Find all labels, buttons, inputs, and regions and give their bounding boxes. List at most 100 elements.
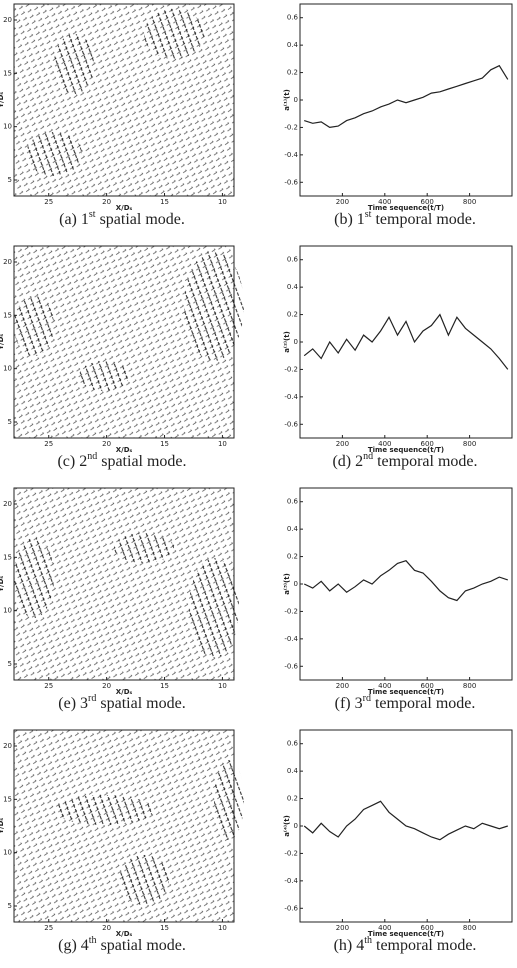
x-tick-label: 800 xyxy=(463,924,476,932)
x-tick-label: 10 xyxy=(218,924,227,932)
y-tick-label: 20 xyxy=(3,16,12,24)
caption-text: spatial mode. xyxy=(97,453,186,470)
y-axis-label: Y/Dₛ xyxy=(0,818,5,835)
y-tick-label: -0.2 xyxy=(284,123,298,131)
x-tick-label: 200 xyxy=(336,682,349,690)
y-tick-label: 10 xyxy=(3,123,12,131)
series-line xyxy=(303,313,509,370)
caption: (g) 4th spatial mode. xyxy=(58,935,186,954)
caption-sup: st xyxy=(365,209,372,220)
caption-sup: nd xyxy=(363,451,373,462)
x-tick-label: 15 xyxy=(160,440,169,448)
x-tick-label: 10 xyxy=(218,440,227,448)
y-tick-label: -0.2 xyxy=(284,849,298,857)
x-tick-label: 15 xyxy=(160,924,169,932)
y-tick-label: -0.4 xyxy=(284,393,298,401)
y-tick-label: 0.4 xyxy=(287,767,299,775)
vector-cluster xyxy=(79,361,129,391)
y-tick-label: 20 xyxy=(3,500,12,508)
series-line xyxy=(303,560,508,602)
y-tick-label: 10 xyxy=(3,607,12,615)
x-tick-label: 20 xyxy=(102,198,111,206)
caption: (f) 3rd temporal mode. xyxy=(335,693,476,712)
caption-sup: rd xyxy=(363,693,371,704)
vector-cluster xyxy=(144,9,204,59)
plot-frame xyxy=(299,245,513,439)
y-tick-label: 0 xyxy=(294,580,298,588)
caption-text: temporal mode. xyxy=(373,453,477,470)
caption: (h) 4th temporal mode. xyxy=(334,935,477,954)
x-tick-label: 10 xyxy=(218,198,227,206)
caption: (e) 3rd spatial mode. xyxy=(58,693,185,712)
caption: (d) 2nd temporal mode. xyxy=(332,451,477,470)
y-tick-label: 0.2 xyxy=(287,311,298,319)
y-tick-label: 0.4 xyxy=(287,283,299,291)
y-tick-label: 0.4 xyxy=(287,41,299,49)
x-tick-label: 20 xyxy=(102,924,111,932)
caption-text: temporal mode. xyxy=(371,211,475,228)
x-tick-label: 15 xyxy=(160,198,169,206)
series-line xyxy=(304,64,509,129)
y-tick-label: -0.4 xyxy=(284,635,298,643)
y-tick-label: -0.6 xyxy=(284,904,298,912)
x-tick-label: 20 xyxy=(102,682,111,690)
y-tick-label: 5 xyxy=(8,660,12,668)
x-tick-label: 400 xyxy=(378,924,391,932)
plot-frame xyxy=(299,3,513,197)
x-tick-label: 400 xyxy=(378,198,391,206)
caption-text: (c) 2 xyxy=(57,453,87,470)
y-axis-label: Y/Dₛ xyxy=(0,92,5,109)
x-tick-label: 200 xyxy=(336,440,349,448)
y-tick-label: -0.4 xyxy=(284,151,298,159)
x-tick-label: 600 xyxy=(421,440,434,448)
caption-sup: th xyxy=(364,935,372,946)
y-tick-label: 15 xyxy=(3,311,12,319)
y-axis-label: a⁽³⁾(t) xyxy=(283,573,291,595)
x-axis-label: Time sequence(t/T) xyxy=(368,446,444,454)
y-tick-label: 0.2 xyxy=(287,69,298,77)
y-tick-label: 0 xyxy=(294,96,298,104)
x-axis-label: X/Dₛ xyxy=(116,930,133,938)
y-tick-label: 0.2 xyxy=(287,553,298,561)
caption-sup: st xyxy=(89,209,96,220)
x-axis-label: Time sequence(t/T) xyxy=(368,204,444,212)
x-tick-label: 200 xyxy=(336,198,349,206)
caption-text: (a) 1 xyxy=(59,211,89,228)
caption: (a) 1st spatial mode. xyxy=(59,209,185,228)
y-tick-label: 0.6 xyxy=(287,256,299,264)
caption-sup: rd xyxy=(88,693,96,704)
caption-text: (d) 2 xyxy=(332,453,363,470)
y-tick-label: 10 xyxy=(3,849,12,857)
x-tick-label: 800 xyxy=(463,198,476,206)
y-axis-label: Y/Dₛ xyxy=(0,334,5,351)
y-tick-label: 15 xyxy=(3,69,12,77)
y-tick-label: 20 xyxy=(3,258,12,266)
y-tick-label: 0.6 xyxy=(287,14,299,22)
x-tick-label: 800 xyxy=(463,440,476,448)
x-axis-label: Time sequence(t/T) xyxy=(368,930,444,938)
y-tick-label: 0.6 xyxy=(287,498,299,506)
y-tick-label: 0 xyxy=(294,338,298,346)
vector-cluster xyxy=(189,558,239,658)
caption-text: (g) 4 xyxy=(58,937,89,954)
vector-cluster xyxy=(26,132,82,176)
caption-text: spatial mode. xyxy=(96,695,185,712)
x-tick-label: 400 xyxy=(378,682,391,690)
y-tick-label: -0.6 xyxy=(284,662,298,670)
x-tick-label: 25 xyxy=(44,440,53,448)
x-tick-label: 15 xyxy=(160,682,169,690)
y-tick-label: 10 xyxy=(3,365,12,373)
y-tick-label: 0.2 xyxy=(287,795,298,803)
y-tick-label: 0.4 xyxy=(287,525,299,533)
y-tick-label: -0.2 xyxy=(284,365,298,373)
caption-sup: nd xyxy=(87,451,97,462)
caption: (c) 2nd spatial mode. xyxy=(57,451,186,470)
x-tick-label: 200 xyxy=(336,924,349,932)
x-tick-label: 600 xyxy=(421,682,434,690)
x-tick-label: 20 xyxy=(102,440,111,448)
caption-text: temporal mode. xyxy=(371,695,475,712)
plot-frame xyxy=(299,487,513,681)
vector-cluster xyxy=(214,760,244,840)
y-tick-label: 20 xyxy=(3,742,12,750)
y-tick-label: 15 xyxy=(3,553,12,561)
